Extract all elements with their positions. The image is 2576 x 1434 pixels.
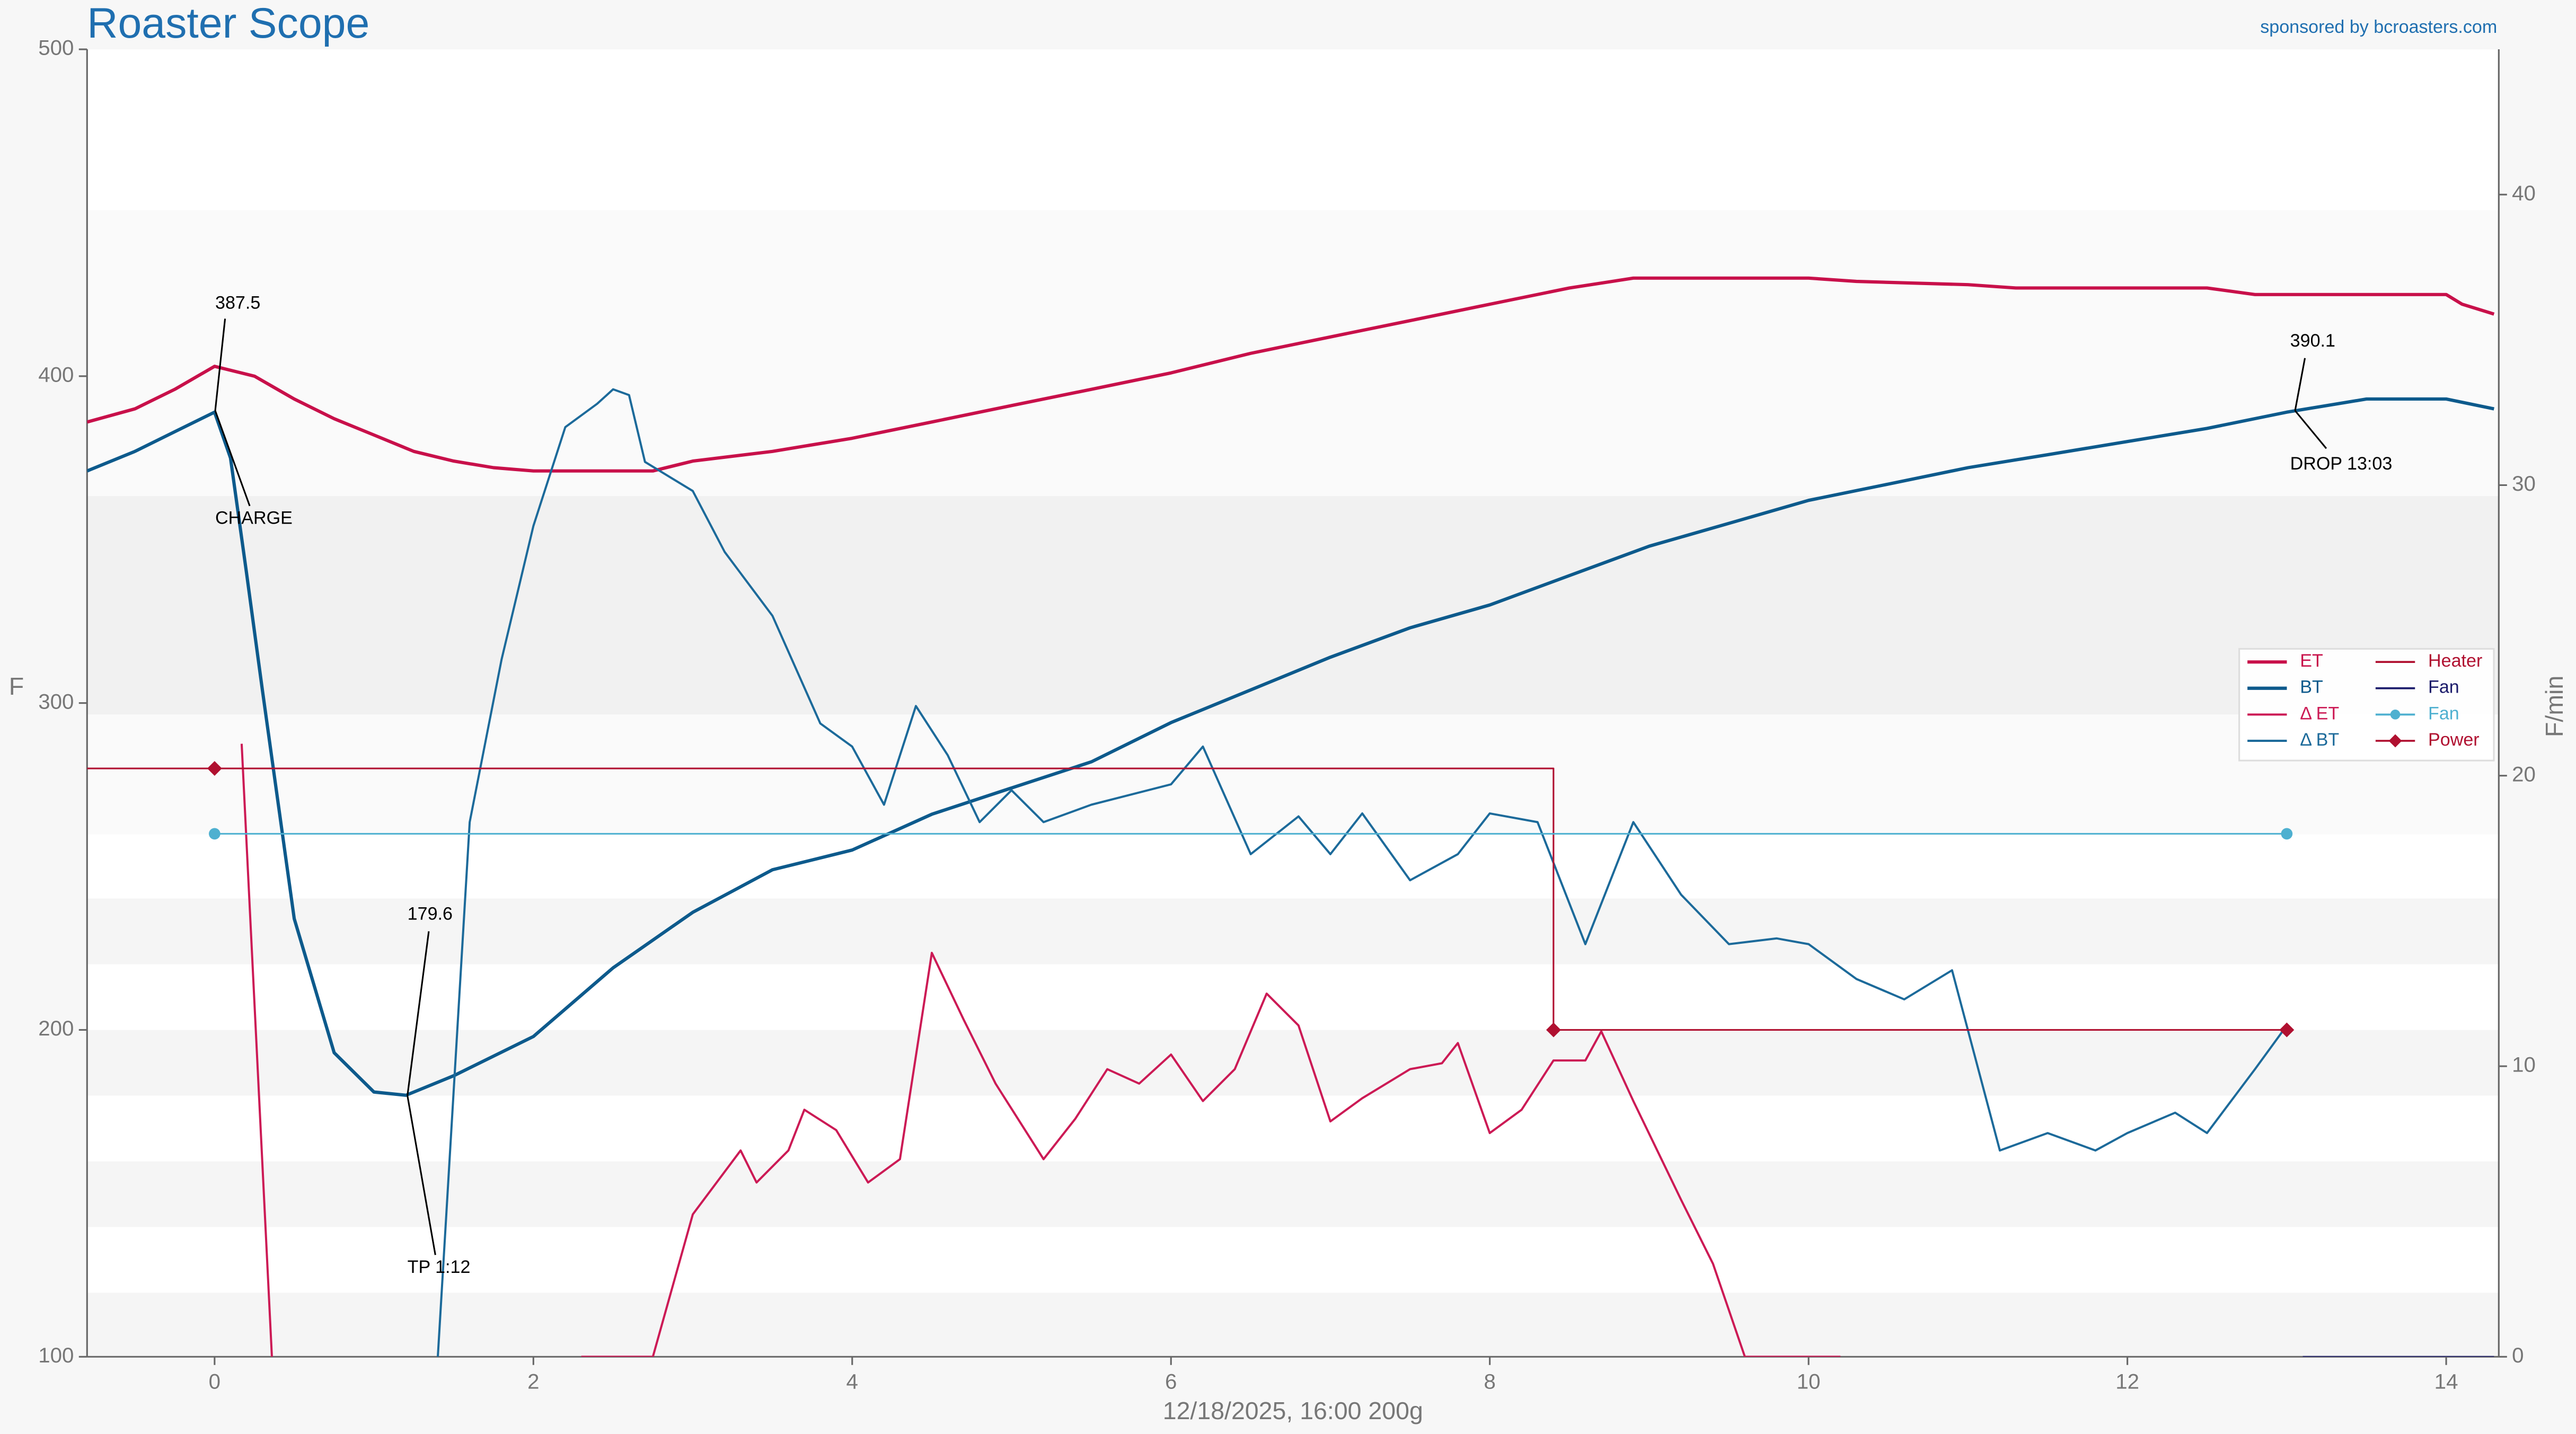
legend-label: Δ BT xyxy=(2300,730,2339,750)
annotation: 179.6 xyxy=(408,904,453,924)
legend-label: Fan xyxy=(2428,703,2459,723)
annotations: 387.5 CHARGE 179.6 TP 1:12 390.1 DROP 13:03 xyxy=(214,293,2393,1277)
annotation-line xyxy=(407,931,430,1096)
x-tick-label: 10 xyxy=(1797,1369,1821,1393)
point xyxy=(1546,1022,1561,1038)
band xyxy=(87,1030,2499,1096)
legend-label: BT xyxy=(2300,677,2323,697)
y-axis-label: F xyxy=(9,672,24,700)
annotation-line xyxy=(2294,358,2306,411)
y2-tick-label: 10 xyxy=(2512,1053,2536,1077)
x-tick-label: 14 xyxy=(2434,1369,2458,1393)
x-tick-label: 6 xyxy=(1165,1369,1177,1393)
x-tick-label: 2 xyxy=(527,1369,539,1393)
y2-tick-label: 20 xyxy=(2512,762,2536,786)
y-tick-label: 100 xyxy=(38,1343,74,1367)
point xyxy=(2279,1022,2295,1038)
series-line xyxy=(240,743,1841,1357)
y2-tick-label: 0 xyxy=(2512,1343,2524,1367)
band xyxy=(87,714,2499,835)
y2-axis-label: F/min xyxy=(2540,676,2568,737)
y2-tick-label: 30 xyxy=(2512,472,2536,495)
legend-label: Δ ET xyxy=(2300,703,2339,723)
band xyxy=(87,898,2499,964)
annotation-line xyxy=(214,318,226,411)
annotation-line xyxy=(214,410,251,507)
x-tick-label: 0 xyxy=(209,1369,220,1393)
series-layer xyxy=(87,276,2495,1357)
x-tick-label: 12 xyxy=(2115,1369,2139,1393)
sponsor: sponsored by bcroasters.com xyxy=(2260,17,2497,37)
series-line xyxy=(437,388,2288,1357)
point xyxy=(209,828,220,840)
annotation: 387.5 xyxy=(215,293,260,313)
legend-label: ET xyxy=(2300,651,2323,671)
series-line xyxy=(87,767,2287,1031)
band xyxy=(87,1293,2499,1357)
band xyxy=(87,496,2499,715)
annotation-line xyxy=(407,1095,436,1255)
annotation-line xyxy=(2294,410,2327,449)
band xyxy=(87,1161,2499,1227)
y-tick-label: 300 xyxy=(38,689,74,713)
y-tick-label: 500 xyxy=(38,36,74,60)
y2-tick-label: 40 xyxy=(2512,181,2536,205)
annotation: TP 1:12 xyxy=(408,1257,471,1277)
x-tick-label: 4 xyxy=(846,1369,858,1393)
legend-marker xyxy=(2390,710,2401,720)
band xyxy=(87,210,2499,497)
legend: ET BT Δ ET Δ BT Heater Fan Fan Power xyxy=(2247,651,2482,750)
x-tick-label: 8 xyxy=(1484,1369,1495,1393)
legend-box xyxy=(2238,648,2495,762)
annotation: 390.1 xyxy=(2290,331,2335,351)
point xyxy=(2281,828,2293,840)
chart-title: Roaster Scope xyxy=(87,0,369,47)
annotation: CHARGE xyxy=(215,508,293,528)
legend-label: Heater xyxy=(2428,651,2482,671)
annotation: DROP 13:03 xyxy=(2290,454,2393,474)
legend-label: Power xyxy=(2428,730,2480,750)
legend-label: Fan xyxy=(2428,677,2459,697)
y-tick-label: 400 xyxy=(38,362,74,386)
x-axis-label: 12/18/2025, 16:00 200g xyxy=(1163,1397,1423,1424)
series-line xyxy=(87,397,2494,1097)
series-line xyxy=(87,276,2495,473)
legend-marker xyxy=(2388,734,2402,748)
point xyxy=(207,761,222,776)
zone-bands xyxy=(87,49,2499,1357)
y-tick-label: 200 xyxy=(38,1016,74,1040)
